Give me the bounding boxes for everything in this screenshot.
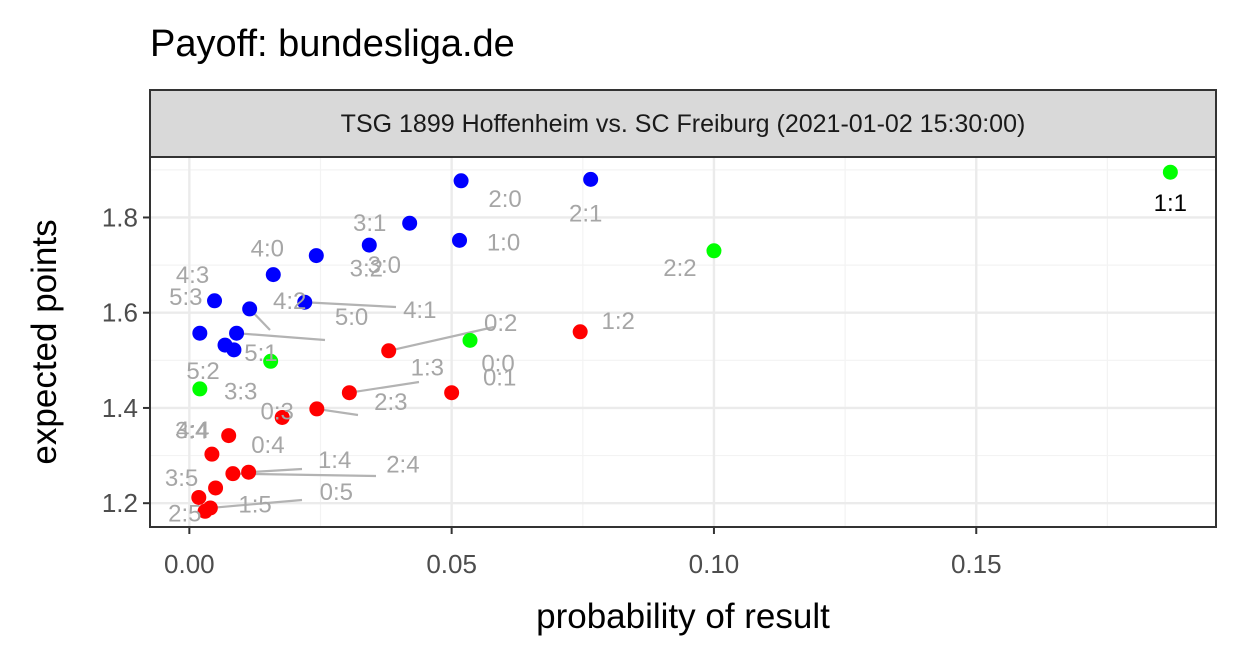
- data-point: [241, 464, 257, 480]
- point-label: 1:5: [238, 491, 271, 518]
- y-tick-label: 1.4: [102, 393, 138, 423]
- point-label: 3:1: [353, 210, 386, 237]
- point-label: 0:4: [251, 432, 284, 459]
- data-point: [381, 343, 397, 359]
- point-label: 1:4: [318, 447, 351, 474]
- point-label: 5:1: [244, 340, 277, 367]
- point-label: 0:3: [261, 398, 294, 425]
- data-point: [242, 301, 258, 317]
- data-point: [274, 409, 290, 425]
- panel-border: [149, 156, 1217, 528]
- data-point: [308, 248, 324, 264]
- point-label: 0:2: [484, 310, 517, 337]
- data-point: [192, 325, 208, 341]
- data-point: [265, 267, 281, 283]
- point-label: 4:2: [273, 288, 306, 315]
- point-label: 3:4: [175, 418, 208, 445]
- label-leader-line: [388, 325, 495, 352]
- facet-strip: [149, 89, 1217, 158]
- label-leader-line: [248, 467, 303, 474]
- x-tick-label: 0.05: [426, 549, 477, 579]
- point-label: 4:1: [403, 297, 436, 324]
- point-label: 3:2: [350, 256, 383, 283]
- data-point: [361, 237, 377, 253]
- point-label: 5:3: [169, 284, 202, 311]
- chart-title: Payoff: bundesliga.de: [150, 23, 515, 65]
- data-point: [444, 385, 460, 401]
- label-leader-line: [210, 498, 303, 510]
- point-label: 2:4: [386, 452, 419, 479]
- panel-background: [150, 157, 1216, 527]
- point-label: 2:0: [488, 186, 521, 213]
- x-axis-title: probability of result: [536, 597, 830, 636]
- point-label: 1:2: [601, 308, 634, 335]
- facet-strip-label: TSG 1899 Hoffenheim vs. SC Freiburg (202…: [341, 110, 1026, 138]
- point-label: 2:5: [168, 500, 201, 527]
- y-tick-label: 1.8: [102, 202, 138, 232]
- point-label: 2:3: [374, 389, 407, 416]
- data-point: [452, 232, 468, 248]
- data-point: [462, 332, 478, 348]
- point-label: 0:1: [483, 365, 516, 392]
- data-point: [197, 503, 213, 519]
- point-label: 1:1: [1154, 190, 1187, 217]
- point-label: 5:0: [335, 304, 368, 331]
- point-label: 4:0: [251, 236, 284, 263]
- point-label: 3:5: [165, 465, 198, 492]
- data-point: [221, 428, 237, 444]
- point-label: 2:2: [663, 255, 696, 282]
- data-point: [453, 173, 469, 189]
- data-point: [572, 324, 588, 340]
- point-label: 1:0: [487, 229, 520, 256]
- point-label: 3:0: [368, 252, 401, 279]
- label-leader-line: [349, 380, 420, 394]
- x-tick-label: 0.10: [689, 549, 740, 579]
- point-label: 2:1: [569, 200, 602, 227]
- data-point: [226, 342, 242, 358]
- data-point: [263, 353, 279, 369]
- label-leader-line: [232, 472, 377, 478]
- data-point: [192, 381, 208, 397]
- data-point: [207, 293, 223, 309]
- point-label: 5:2: [186, 358, 219, 385]
- data-point: [297, 294, 313, 310]
- data-point: [191, 489, 207, 505]
- data-point: [225, 466, 241, 482]
- data-point: [208, 480, 224, 496]
- data-point: [706, 243, 722, 259]
- label-leader-line: [304, 301, 397, 309]
- data-points: [191, 164, 1178, 519]
- x-axis: 0.00 0.05 0.10 0.15: [164, 527, 1002, 579]
- point-label: 4:3: [176, 262, 209, 289]
- point-label: 1:3: [411, 355, 444, 382]
- x-tick-label: 0.15: [951, 549, 1002, 579]
- y-axis: 1.2 1.4 1.6 1.8: [102, 202, 150, 518]
- y-tick-label: 1.2: [102, 488, 138, 518]
- data-point: [204, 446, 220, 462]
- data-point: [583, 171, 599, 187]
- data-point: [309, 401, 325, 417]
- label-leader-line: [236, 332, 326, 342]
- data-point: [402, 215, 418, 231]
- label-leader-lines: [210, 301, 495, 510]
- x-tick-label: 0.00: [164, 549, 215, 579]
- point-labels: 1:1 2:2 0:0 3:3 4:4 2:1 2:0 1:0 3:1 3:03:2 4:1 4:0 4…: [165, 186, 1187, 528]
- data-point: [229, 325, 245, 341]
- y-axis-title: expected points: [25, 219, 64, 464]
- plot-panel: 1:1 2:2 0:0 3:3 4:4 2:1 2:0 1:0 3:1 3:03:2 4:1 4:0 4…: [149, 156, 1217, 528]
- point-label: 3:3: [224, 378, 257, 405]
- point-label: 0:5: [320, 479, 353, 506]
- point-label: 0:0: [481, 350, 514, 377]
- data-point: [341, 385, 357, 401]
- data-point: [1162, 164, 1178, 180]
- gridlines: [150, 157, 1216, 527]
- y-tick-label: 1.6: [102, 298, 138, 328]
- point-label: 4:4: [176, 417, 209, 444]
